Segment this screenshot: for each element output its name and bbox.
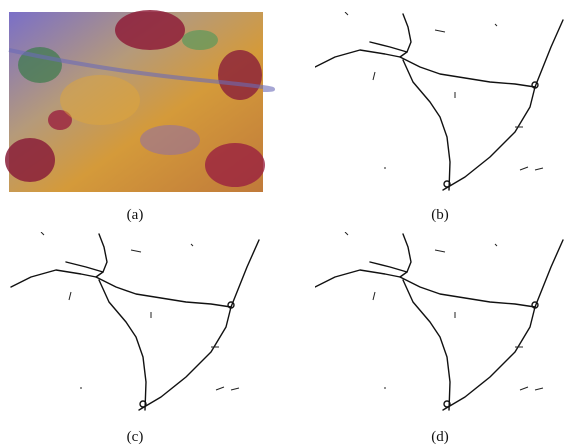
caption: (c)	[127, 429, 144, 445]
caption: (d)	[431, 429, 449, 445]
panel-b-map	[315, 12, 563, 190]
caption: (a)	[127, 207, 144, 223]
panel-c-map	[11, 232, 259, 410]
panel-a-image	[5, 10, 273, 192]
caption: (b)	[431, 207, 449, 223]
figure: (a) (b) (c) (d)	[0, 0, 565, 445]
panel-d-map	[315, 232, 563, 410]
